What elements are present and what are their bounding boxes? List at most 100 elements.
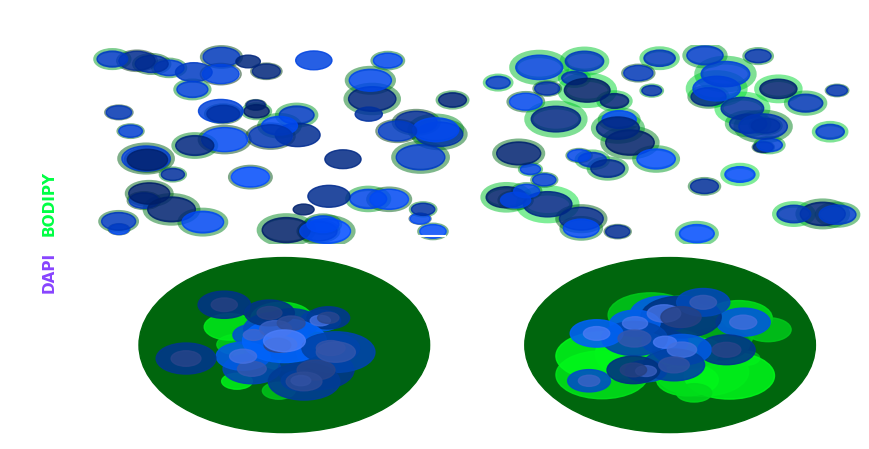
- Circle shape: [204, 314, 255, 340]
- Circle shape: [661, 311, 753, 358]
- Circle shape: [738, 114, 786, 139]
- Circle shape: [255, 338, 318, 370]
- Circle shape: [411, 203, 434, 216]
- Circle shape: [683, 352, 773, 399]
- Circle shape: [578, 375, 599, 386]
- Circle shape: [590, 160, 624, 177]
- Circle shape: [600, 93, 628, 108]
- Circle shape: [641, 85, 660, 96]
- Circle shape: [281, 370, 320, 391]
- Circle shape: [415, 122, 462, 146]
- Circle shape: [302, 333, 359, 363]
- Circle shape: [486, 76, 509, 89]
- Circle shape: [732, 351, 759, 365]
- Circle shape: [578, 153, 606, 167]
- Circle shape: [233, 324, 274, 346]
- Circle shape: [244, 300, 294, 326]
- Circle shape: [263, 330, 305, 352]
- Circle shape: [262, 218, 310, 242]
- Circle shape: [569, 320, 622, 347]
- Circle shape: [583, 326, 609, 340]
- Circle shape: [697, 335, 754, 365]
- Circle shape: [630, 296, 697, 331]
- Circle shape: [293, 204, 314, 215]
- Circle shape: [262, 382, 295, 399]
- Circle shape: [316, 340, 345, 356]
- Circle shape: [373, 53, 401, 68]
- Circle shape: [617, 330, 650, 347]
- Circle shape: [659, 337, 719, 368]
- Circle shape: [561, 71, 587, 85]
- Circle shape: [176, 63, 212, 82]
- Circle shape: [263, 338, 290, 352]
- Circle shape: [555, 351, 647, 399]
- Circle shape: [692, 76, 740, 101]
- Circle shape: [759, 79, 796, 98]
- Circle shape: [815, 124, 843, 139]
- Circle shape: [753, 142, 773, 152]
- Circle shape: [653, 336, 676, 348]
- Circle shape: [395, 111, 437, 133]
- Circle shape: [564, 79, 609, 102]
- Circle shape: [307, 307, 349, 329]
- Circle shape: [216, 342, 269, 370]
- Circle shape: [656, 364, 718, 396]
- Circle shape: [222, 354, 281, 384]
- Ellipse shape: [139, 258, 429, 432]
- Circle shape: [251, 329, 311, 360]
- Circle shape: [660, 307, 700, 327]
- Circle shape: [277, 316, 305, 330]
- Circle shape: [636, 149, 674, 169]
- Circle shape: [156, 343, 216, 374]
- Circle shape: [745, 49, 770, 63]
- Circle shape: [202, 65, 239, 84]
- Circle shape: [601, 110, 635, 128]
- Circle shape: [647, 305, 680, 322]
- Circle shape: [198, 99, 242, 123]
- Circle shape: [635, 365, 655, 376]
- Circle shape: [500, 192, 530, 208]
- Circle shape: [600, 321, 667, 356]
- Circle shape: [409, 213, 430, 224]
- Circle shape: [302, 219, 350, 243]
- Circle shape: [642, 349, 704, 381]
- Circle shape: [253, 329, 313, 360]
- Circle shape: [122, 146, 170, 171]
- Circle shape: [567, 370, 610, 392]
- Circle shape: [799, 202, 845, 225]
- Circle shape: [252, 64, 280, 79]
- Circle shape: [729, 114, 766, 133]
- Circle shape: [129, 193, 159, 208]
- Text: DAPI: DAPI: [42, 252, 56, 293]
- Circle shape: [826, 85, 846, 96]
- Circle shape: [776, 205, 810, 223]
- Circle shape: [250, 331, 304, 359]
- Circle shape: [310, 315, 330, 326]
- Circle shape: [567, 150, 590, 162]
- Circle shape: [308, 185, 349, 207]
- Circle shape: [509, 93, 541, 110]
- Circle shape: [818, 205, 855, 224]
- Circle shape: [291, 375, 310, 386]
- Circle shape: [176, 81, 208, 97]
- Circle shape: [243, 313, 308, 346]
- Circle shape: [690, 179, 718, 194]
- Circle shape: [496, 142, 541, 165]
- Circle shape: [658, 357, 688, 373]
- Circle shape: [233, 349, 268, 367]
- Circle shape: [679, 224, 713, 243]
- Circle shape: [235, 55, 260, 68]
- Circle shape: [648, 313, 727, 354]
- Circle shape: [787, 94, 822, 112]
- Circle shape: [620, 363, 646, 377]
- Circle shape: [559, 207, 602, 230]
- Circle shape: [605, 225, 629, 238]
- Circle shape: [523, 192, 571, 217]
- Circle shape: [729, 315, 756, 329]
- Circle shape: [520, 164, 540, 175]
- Circle shape: [278, 350, 354, 390]
- Circle shape: [148, 197, 196, 222]
- Circle shape: [119, 125, 143, 137]
- Circle shape: [705, 300, 772, 335]
- Circle shape: [638, 329, 706, 365]
